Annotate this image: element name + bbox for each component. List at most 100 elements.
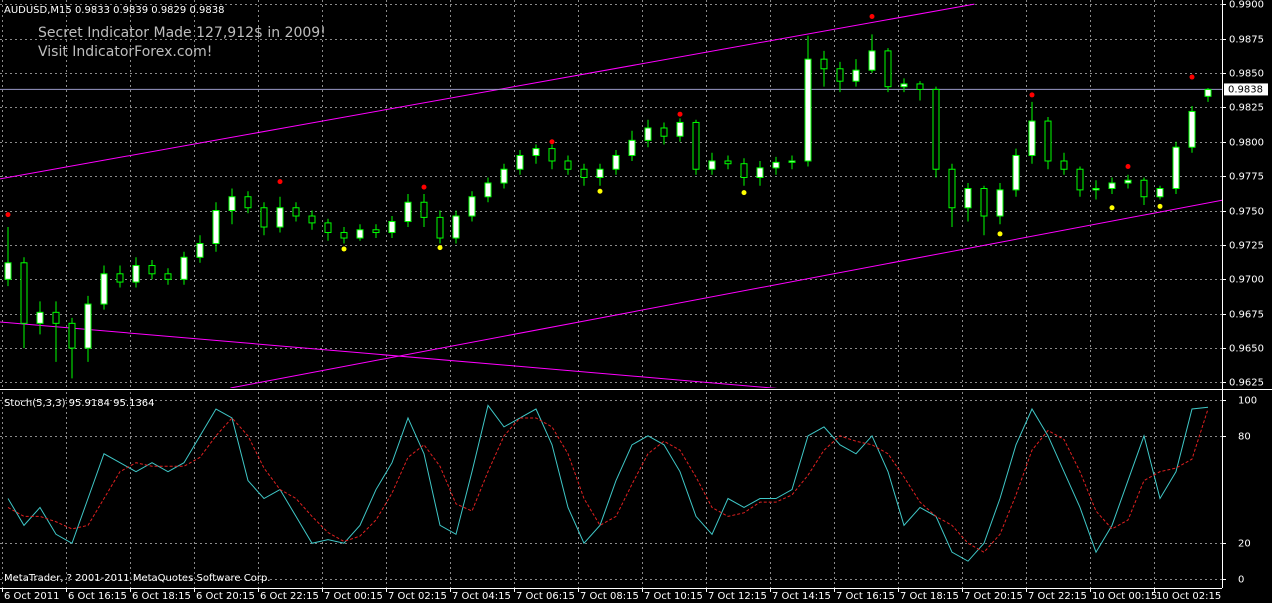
candle-body (740, 163, 748, 178)
candle-body (1140, 179, 1148, 198)
fractal-up (677, 111, 683, 117)
candle-body (1060, 160, 1068, 170)
chart-header: AUDUSD,M15 0.9833 0.9839 0.9829 0.9838 (4, 5, 224, 16)
candle-body (660, 127, 668, 137)
current-price-label: 0.9838 (1228, 84, 1263, 95)
y-tick-label: 20 (1238, 539, 1251, 550)
x-tick-label: 7 Oct 12:15 (708, 591, 767, 602)
candle-body (708, 160, 716, 170)
y-tick-label: 100 (1238, 396, 1257, 407)
candle-body (228, 196, 236, 212)
x-tick-label: 7 Oct 00:15 (324, 591, 383, 602)
y-tick-label: 0.9750 (1229, 207, 1264, 218)
fractal-down (741, 190, 747, 196)
candle-body (180, 256, 188, 280)
candle-body (164, 273, 172, 280)
stoch-line (7, 408, 1209, 553)
candle-body (900, 83, 908, 88)
candle-body (916, 83, 924, 90)
candle-body (132, 265, 140, 283)
y-tick-label: 0.9625 (1229, 378, 1264, 389)
x-tick-label: 7 Oct 22:15 (1028, 591, 1087, 602)
candle-body (84, 303, 92, 349)
candle-body (1204, 88, 1212, 97)
candle-body (436, 216, 444, 239)
candle-body (612, 154, 620, 170)
y-tick-label: 0.9675 (1229, 310, 1264, 321)
candle-body (820, 58, 828, 70)
x-tick-label: 7 Oct 16:15 (836, 591, 895, 602)
y-tick-label: 0.9800 (1229, 138, 1264, 149)
candle-body (356, 229, 364, 239)
candle-body (388, 221, 396, 234)
candle-body (772, 161, 780, 169)
x-tick-label: 7 Oct 08:15 (580, 591, 639, 602)
candle-body (868, 50, 876, 71)
candle-body (628, 139, 636, 156)
candle-body (932, 88, 940, 170)
candle-body (372, 229, 380, 234)
candle-body (452, 215, 460, 239)
fractal-up (5, 212, 11, 218)
x-tick-label: 7 Oct 18:15 (900, 591, 959, 602)
candle-body (1012, 154, 1020, 191)
candle-body (884, 50, 892, 88)
candle-body (580, 168, 588, 178)
candle-body (1188, 110, 1196, 148)
fractal-down (597, 188, 603, 194)
candle-body (564, 160, 572, 170)
candles (0, 3, 1222, 388)
candle-body (340, 232, 348, 239)
x-tick-label: 6 Oct 16:15 (68, 591, 127, 602)
x-tick-label: 10 Oct 00:15 (1092, 591, 1157, 602)
x-tick-label: 7 Oct 10:15 (644, 591, 703, 602)
candle-body (148, 265, 156, 275)
candle-body (1076, 168, 1084, 191)
candle-body (468, 196, 476, 217)
candle-body (260, 207, 268, 228)
y-tick-label: 0.9725 (1229, 241, 1264, 252)
x-tick-label: 6 Oct 20:15 (196, 591, 255, 602)
candle-body (1044, 120, 1052, 162)
y-tick-label: 0.9775 (1229, 172, 1264, 183)
candle-body (52, 311, 60, 324)
candle-body (100, 273, 108, 305)
candle-body (532, 148, 540, 156)
fractal-down (1157, 203, 1163, 209)
x-tick-label: 6 Oct 2011 (4, 591, 59, 602)
candle-body (980, 187, 988, 217)
candle-body (548, 148, 556, 162)
candle-body (516, 154, 524, 170)
candle-body (1028, 120, 1036, 156)
candle-body (724, 160, 732, 165)
candle-body (68, 322, 76, 349)
candle-body (20, 262, 28, 324)
candle-body (596, 168, 604, 178)
x-tick-label: 7 Oct 20:15 (964, 591, 1023, 602)
x-tick-label: 7 Oct 14:15 (772, 591, 831, 602)
fractal-down (1109, 205, 1115, 211)
candle-body (852, 69, 860, 82)
candle-body (644, 127, 652, 141)
fractal-up (869, 14, 875, 20)
candle-body (292, 207, 300, 217)
y-tick-label: 0 (1238, 575, 1244, 586)
trendline (0, 321, 778, 388)
y-tick-label: 0.9875 (1229, 35, 1264, 46)
fractal-down (341, 246, 347, 252)
current-price-box (1224, 83, 1268, 96)
candle-body (420, 201, 428, 218)
candle-body (692, 121, 700, 170)
y-tick-label: 0.9700 (1229, 275, 1264, 286)
candle-body (1156, 187, 1164, 198)
trendline (230, 199, 1222, 388)
candle-body (324, 222, 332, 234)
indicator-title: Stoch(5,3,3) 95.9184 95.1364 (4, 398, 155, 409)
fractal-up (549, 139, 555, 145)
x-tick-label: 10 Oct 02:15 (1156, 591, 1221, 602)
footer: MetaTrader, ? 2001-2011 MetaQuotes Softw… (4, 573, 270, 584)
candle-body (1108, 182, 1116, 189)
